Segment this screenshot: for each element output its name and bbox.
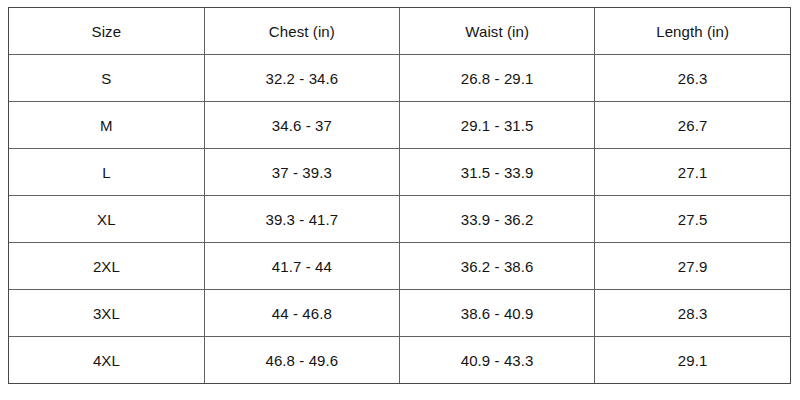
table-row-3xl: 3XL 44 - 46.8 38.6 - 40.9 28.3	[9, 290, 790, 337]
cell-length: 26.7	[595, 102, 790, 149]
cell-size: M	[9, 102, 204, 149]
cell-length: 29.1	[595, 337, 790, 384]
header-row: Size Chest (in) Waist (in) Length (in)	[9, 8, 790, 55]
cell-chest: 32.2 - 34.6	[204, 55, 399, 102]
cell-waist: 26.8 - 29.1	[400, 55, 595, 102]
cell-size: 3XL	[9, 290, 204, 337]
table-row-2xl: 2XL 41.7 - 44 36.2 - 38.6 27.9	[9, 243, 790, 290]
cell-size: XL	[9, 196, 204, 243]
cell-length: 27.9	[595, 243, 790, 290]
cell-length: 27.1	[595, 149, 790, 196]
cell-size: 2XL	[9, 243, 204, 290]
column-header-size: Size	[9, 8, 204, 55]
table-row-xl: XL 39.3 - 41.7 33.9 - 36.2 27.5	[9, 196, 790, 243]
size-chart-table: Size Chest (in) Waist (in) Length (in) S…	[9, 8, 790, 383]
cell-waist: 36.2 - 38.6	[400, 243, 595, 290]
table-row-m: M 34.6 - 37 29.1 - 31.5 26.7	[9, 102, 790, 149]
cell-waist: 31.5 - 33.9	[400, 149, 595, 196]
column-header-length: Length (in)	[595, 8, 790, 55]
column-header-chest: Chest (in)	[204, 8, 399, 55]
table-row-s: S 32.2 - 34.6 26.8 - 29.1 26.3	[9, 55, 790, 102]
cell-chest: 34.6 - 37	[204, 102, 399, 149]
cell-waist: 33.9 - 36.2	[400, 196, 595, 243]
cell-waist: 29.1 - 31.5	[400, 102, 595, 149]
column-header-waist: Waist (in)	[400, 8, 595, 55]
table-row-4xl: 4XL 46.8 - 49.6 40.9 - 43.3 29.1	[9, 337, 790, 384]
cell-chest: 41.7 - 44	[204, 243, 399, 290]
cell-size: 4XL	[9, 337, 204, 384]
cell-waist: 38.6 - 40.9	[400, 290, 595, 337]
cell-length: 27.5	[595, 196, 790, 243]
cell-waist: 40.9 - 43.3	[400, 337, 595, 384]
cell-chest: 39.3 - 41.7	[204, 196, 399, 243]
cell-length: 26.3	[595, 55, 790, 102]
size-chart: Size Chest (in) Waist (in) Length (in) S…	[8, 7, 791, 384]
cell-chest: 44 - 46.8	[204, 290, 399, 337]
cell-size: L	[9, 149, 204, 196]
cell-chest: 46.8 - 49.6	[204, 337, 399, 384]
table-row-l: L 37 - 39.3 31.5 - 33.9 27.1	[9, 149, 790, 196]
cell-length: 28.3	[595, 290, 790, 337]
cell-size: S	[9, 55, 204, 102]
cell-chest: 37 - 39.3	[204, 149, 399, 196]
